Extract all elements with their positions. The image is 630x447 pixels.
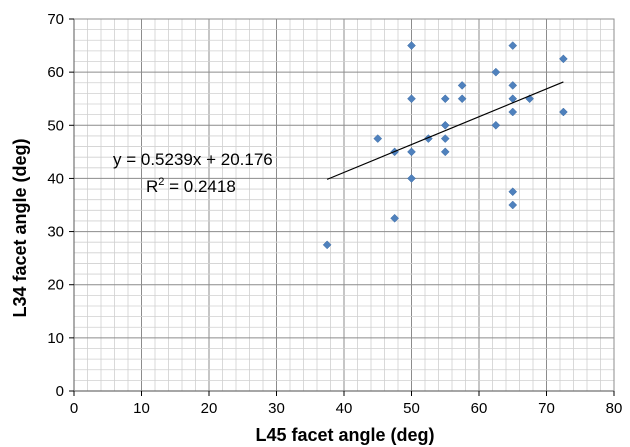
y-tick-label: 20 [47, 277, 64, 294]
grid [73, 18, 615, 392]
data-point [508, 200, 518, 210]
y-tick-label: 0 [56, 383, 64, 400]
x-tick-label: 80 [606, 400, 623, 417]
data-point [559, 54, 568, 64]
data-point [440, 120, 450, 130]
r-squared-prefix: R [146, 177, 158, 196]
x-tick-labels: 0 10 20 30 40 50 60 70 80 [70, 400, 623, 417]
y-tick-label: 30 [47, 224, 64, 241]
x-tick-label: 0 [70, 400, 78, 417]
data-point [407, 174, 416, 183]
trendline [326, 81, 564, 180]
x-tick-label: 10 [133, 400, 150, 417]
data-point [322, 240, 332, 250]
x-tick-label: 70 [538, 400, 555, 417]
data-point [390, 213, 399, 223]
trendline-equation: y = 0.5239x + 20.176 [113, 150, 273, 169]
y-axis-title: L34 facet angle (deg) [10, 138, 30, 317]
data-point [457, 94, 467, 104]
data-point [440, 94, 450, 104]
data-point [373, 134, 383, 143]
y-tick-label: 60 [47, 64, 64, 81]
axes [69, 18, 615, 396]
x-tick-label: 20 [201, 400, 218, 417]
x-tick-label: 60 [471, 400, 488, 417]
y-tick-label: 50 [47, 117, 64, 134]
data-point [491, 67, 501, 77]
r-squared-value: = 0.2418 [164, 177, 235, 196]
x-tick-label: 30 [268, 400, 285, 417]
data-point [440, 147, 450, 157]
r-squared-label: R2 = 0.2418 [146, 176, 236, 196]
r-squared-superscript: 2 [158, 176, 164, 188]
data-point [559, 107, 568, 117]
data-point [508, 41, 518, 50]
x-axis-title: L45 facet angle (deg) [255, 425, 434, 445]
x-tick-label: 40 [336, 400, 353, 417]
data-point [508, 107, 518, 117]
data-point [508, 187, 518, 197]
y-tick-labels: 0 10 20 30 40 50 60 70 [47, 11, 64, 400]
data-point [491, 120, 501, 130]
x-tick-label: 50 [403, 400, 420, 417]
data-point [407, 41, 416, 50]
data-points [322, 41, 568, 250]
data-point [457, 81, 467, 90]
data-point [407, 94, 416, 104]
y-tick-label: 10 [47, 330, 64, 347]
data-point [407, 147, 416, 157]
data-point [440, 134, 450, 143]
data-point [508, 81, 518, 90]
y-tick-label: 40 [47, 170, 64, 187]
y-tick-label: 70 [47, 11, 64, 28]
